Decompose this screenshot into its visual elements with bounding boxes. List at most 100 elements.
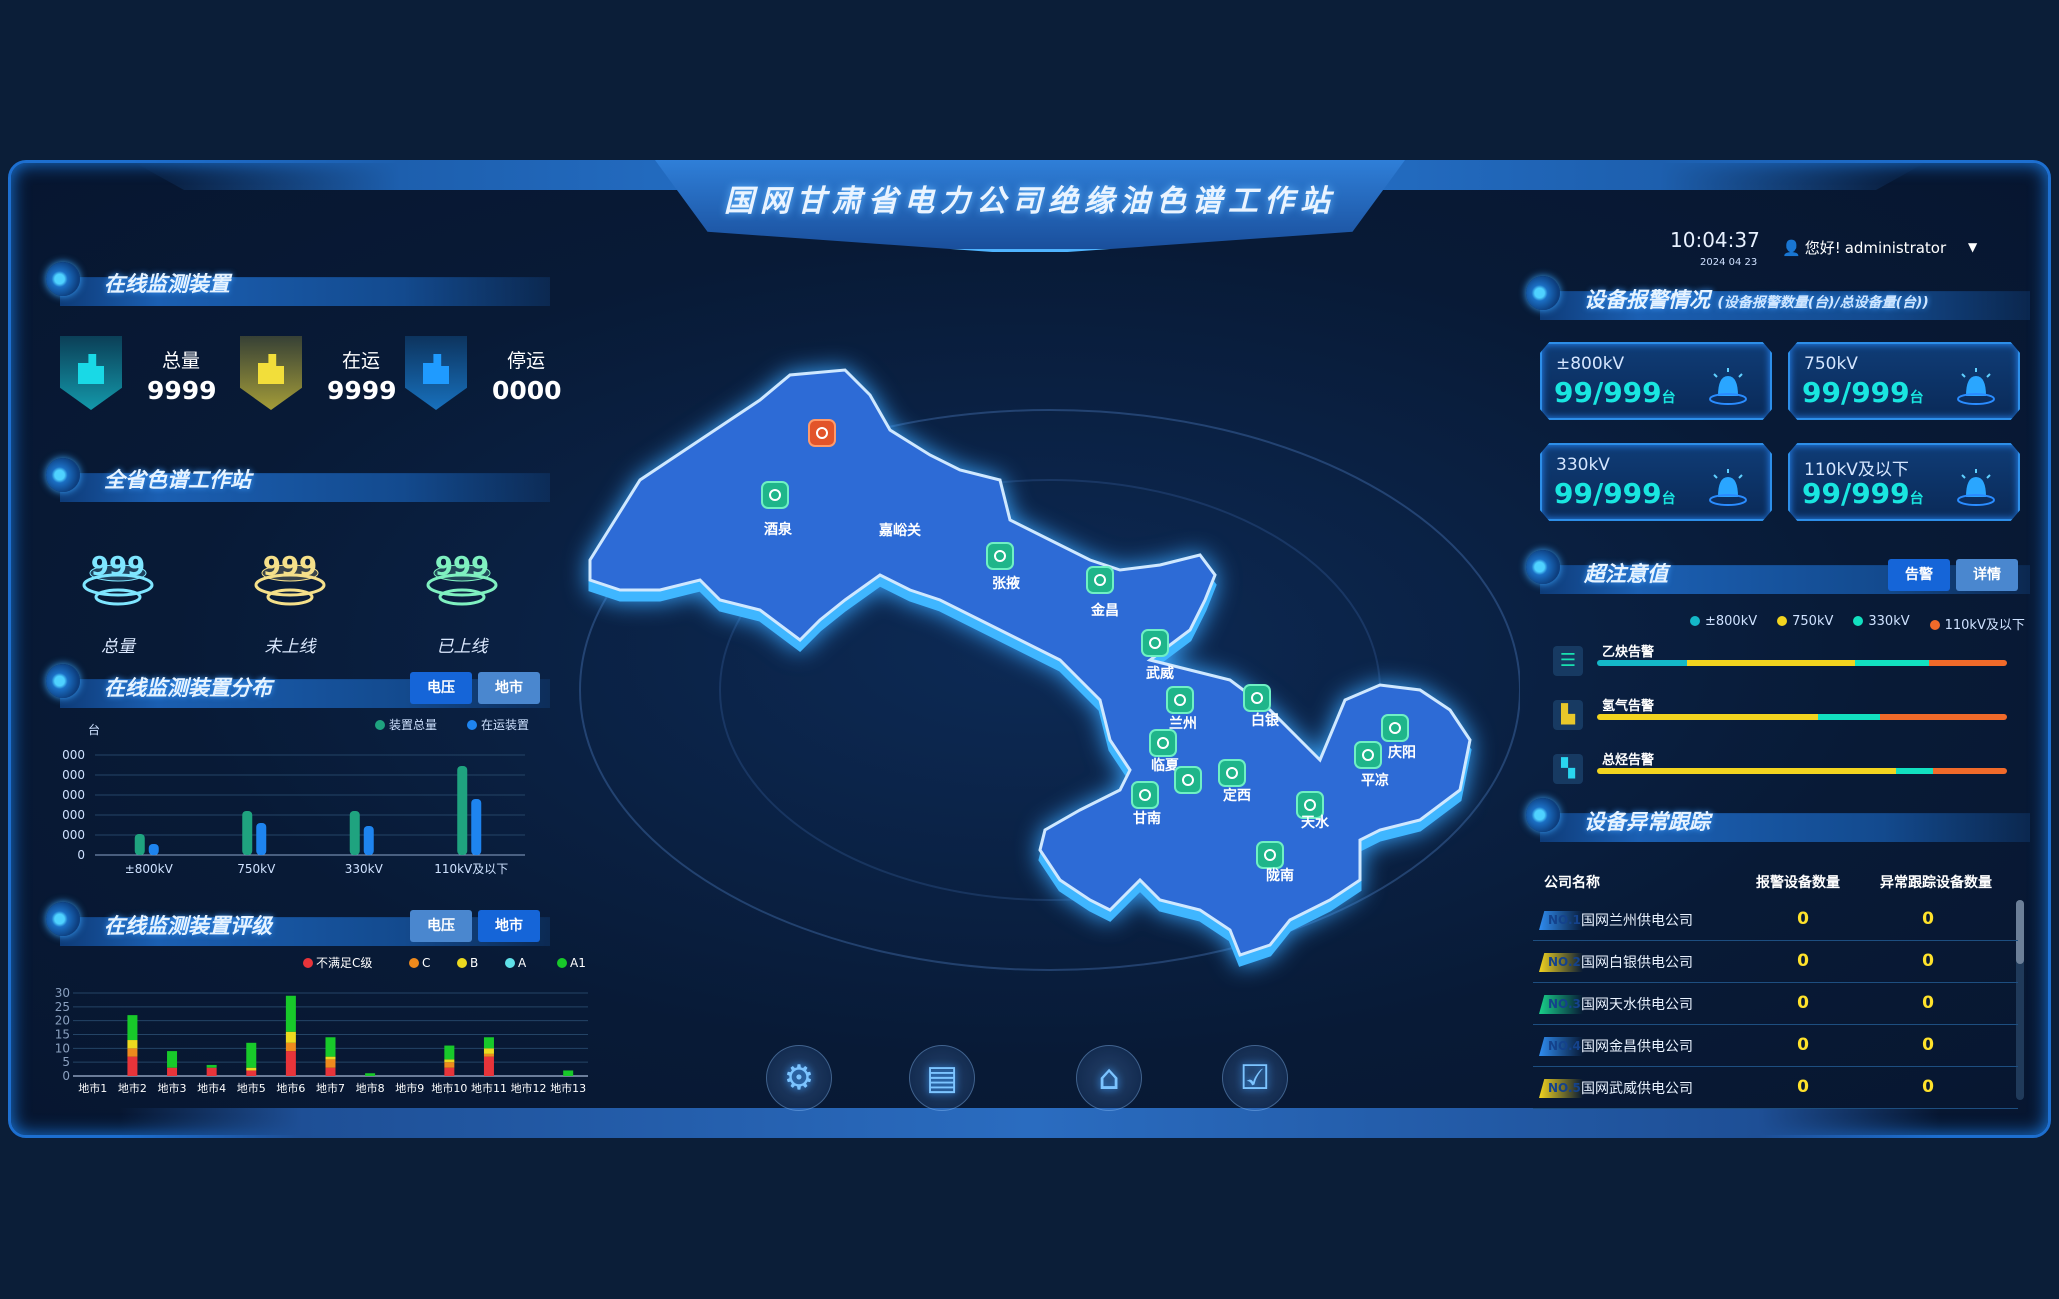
city-label[interactable]: 嘉峪关 <box>878 522 921 539</box>
station-marker-icon[interactable] <box>1243 684 1271 712</box>
legend-item: 110kV及以下 <box>1929 614 2025 633</box>
station-marker-icon[interactable] <box>1149 729 1177 757</box>
section-title: 全省色谱工作站 <box>104 468 251 492</box>
alert-marker-icon[interactable] <box>808 419 836 447</box>
nav-calendar-button[interactable]: ▤ <box>909 1045 975 1111</box>
city-label[interactable]: 张掖 <box>992 575 1021 592</box>
city-label[interactable]: 临夏 <box>1151 757 1180 774</box>
alarm-card[interactable]: 330kV 99/999台 <box>1540 443 1772 521</box>
bar-segment <box>285 1051 296 1076</box>
x-tick-label: 地市5 <box>237 1081 266 1095</box>
station-marker-icon[interactable] <box>1296 791 1324 819</box>
alarm-count: 0 <box>1797 951 1809 971</box>
y-tick-label: 25 <box>55 1000 70 1014</box>
list-icon: ☰ <box>1553 646 1583 676</box>
city-label[interactable]: 酒泉 <box>764 521 793 538</box>
bar-segment <box>483 1048 494 1054</box>
legend-label: B <box>470 956 478 970</box>
x-tick-label: 110kV及以下 <box>434 862 508 876</box>
city-button[interactable]: 地市 <box>478 910 540 942</box>
table-row[interactable]: NO.5 国网武威供电公司 0 0 <box>1533 1068 2018 1109</box>
nav-home-button[interactable]: ⌂ <box>1076 1045 1142 1111</box>
voltage-button[interactable]: 电压 <box>410 910 472 942</box>
city-label[interactable]: 天水 <box>1301 814 1330 831</box>
station-marker-icon[interactable] <box>1218 759 1246 787</box>
station-marker-icon[interactable] <box>1174 766 1202 794</box>
company-name: 国网金昌供电公司 <box>1581 1039 1693 1055</box>
bar-segment <box>1879 714 2007 720</box>
y-tick-label: 000 <box>62 788 85 802</box>
city-label[interactable]: 平凉 <box>1361 772 1389 789</box>
alarm-button[interactable]: 告警 <box>1888 559 1950 591</box>
station-value: 999 <box>90 552 146 582</box>
rank-badge: NO.2 <box>1539 953 1583 972</box>
table-row[interactable]: NO.1 国网兰州供电公司 0 0 <box>1533 900 2018 941</box>
bar-0 <box>242 811 253 855</box>
city-label[interactable]: 定西 <box>1223 787 1251 804</box>
card-label: ±800kV <box>1556 354 1625 374</box>
station-marker-icon[interactable] <box>1166 686 1194 714</box>
station-marker-icon[interactable] <box>1381 714 1409 742</box>
station-marker-icon[interactable] <box>1131 781 1159 809</box>
card-label: 750kV <box>1804 354 1858 374</box>
pedestal-icon <box>407 545 517 645</box>
alarm-card[interactable]: 110kV及以下 99/999台 <box>1788 443 2020 521</box>
bar-segment <box>365 1073 376 1076</box>
x-tick-label: 地市11 <box>471 1081 507 1095</box>
city-label[interactable]: 白银 <box>1251 712 1280 729</box>
book-icon: ▚ <box>1553 754 1583 784</box>
table-row[interactable]: NO.2 国网白银供电公司 0 0 <box>1533 942 2018 983</box>
stat-value: 9999 <box>147 376 217 405</box>
station-marker-icon[interactable] <box>1141 629 1169 657</box>
city-label[interactable]: 陇南 <box>1266 867 1294 884</box>
station-marker-icon[interactable] <box>986 542 1014 570</box>
bar-segment <box>483 1056 494 1076</box>
legend-item: 330kV <box>1853 614 1910 633</box>
scrollbar-thumb[interactable] <box>2016 900 2024 964</box>
alarm-light-icon <box>1956 467 1996 507</box>
alarm-card[interactable]: ±800kV 99/999台 <box>1540 342 1772 420</box>
x-tick-label: 330kV <box>345 862 384 876</box>
station-marker-icon[interactable] <box>1086 566 1114 594</box>
city-label[interactable]: 庆阳 <box>1388 744 1416 761</box>
section-title: 设备异常跟踪 <box>1584 810 1710 834</box>
city-label[interactable]: 金昌 <box>1090 602 1119 619</box>
threshold-legend: ±800kV 750kV 330kV 110kV及以下 <box>1690 614 2025 633</box>
column-header-tracking-count: 异常跟踪设备数量 <box>1880 875 1992 891</box>
tracking-count: 0 <box>1922 951 1934 971</box>
company-name: 国网天水供电公司 <box>1581 997 1693 1013</box>
alarm-count: 0 <box>1797 1035 1809 1055</box>
city-label[interactable]: 甘南 <box>1133 810 1161 827</box>
bar-segment <box>246 1042 257 1068</box>
pedestal-icon <box>63 545 173 645</box>
legend-marker <box>303 958 313 968</box>
nav-tasks-button[interactable]: ☑ <box>1222 1045 1288 1111</box>
bar-1 <box>256 823 267 855</box>
chevron-down-icon[interactable]: ▼ <box>1968 240 1978 254</box>
city-button[interactable]: 地市 <box>478 672 540 704</box>
nav-settings-button[interactable]: ⚙ <box>766 1045 832 1111</box>
stat-label: 在运 <box>342 350 381 372</box>
voltage-button[interactable]: 电压 <box>410 672 472 704</box>
station-marker-icon[interactable] <box>761 481 789 509</box>
alarm-card[interactable]: 750kV 99/999台 <box>1788 342 2020 420</box>
chart-icon: ▙ <box>1553 700 1583 730</box>
scrollbar[interactable] <box>2016 900 2024 1100</box>
city-label[interactable]: 武威 <box>1146 665 1174 682</box>
province-shape[interactable] <box>588 368 1472 957</box>
y-tick-label: 0 <box>77 848 85 862</box>
bar-segment <box>206 1064 217 1068</box>
user-menu[interactable]: 👤 您好! administrator <box>1782 237 1946 258</box>
bottom-decoration <box>120 1108 1940 1138</box>
bar-segment <box>167 1051 178 1068</box>
station-marker-icon[interactable] <box>1256 841 1284 869</box>
table-row[interactable]: NO.3 国网天水供电公司 0 0 <box>1533 984 2018 1025</box>
details-button[interactable]: 详情 <box>1956 559 2018 591</box>
bar-segment <box>483 1037 494 1049</box>
table-row[interactable]: NO.4 国网金昌供电公司 0 0 <box>1533 1026 2018 1067</box>
section-title: 在线监测装置 <box>104 272 230 296</box>
city-label[interactable]: 兰州 <box>1169 715 1197 732</box>
station-marker-icon[interactable] <box>1354 741 1382 769</box>
